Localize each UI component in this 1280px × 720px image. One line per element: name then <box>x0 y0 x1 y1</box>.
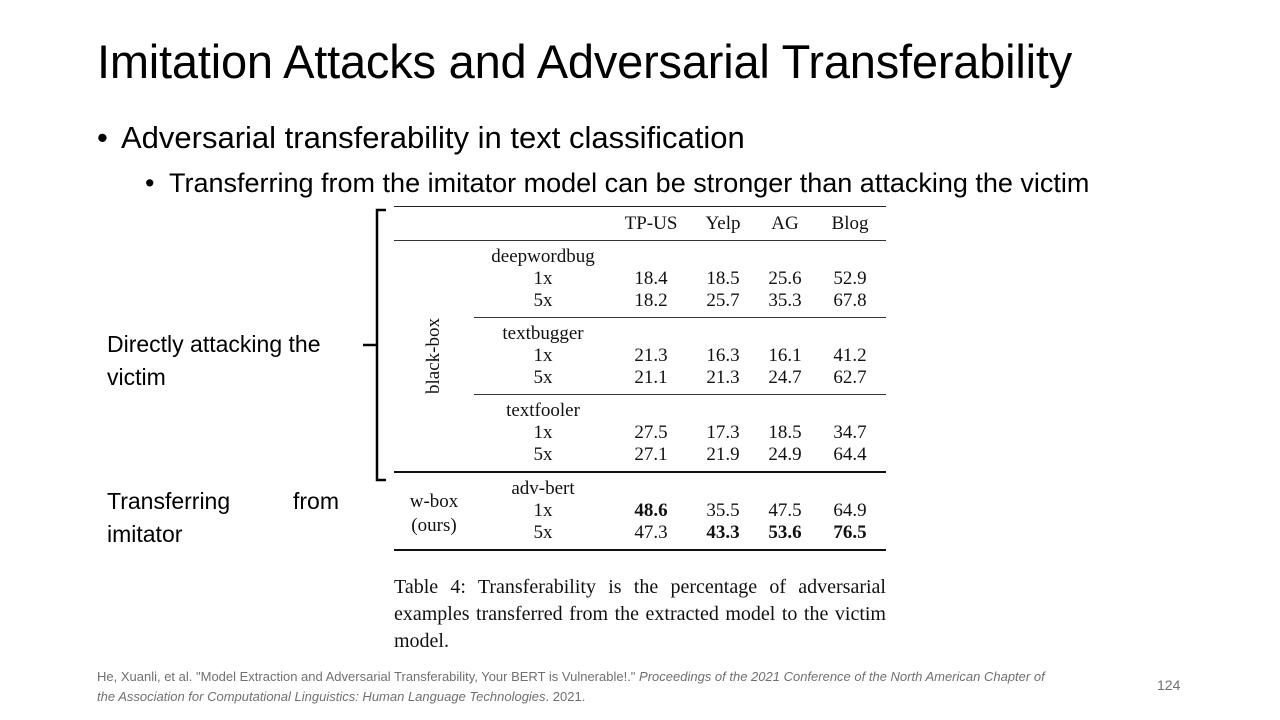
citation-authors: He, Xuanli, et al. <box>97 669 196 684</box>
multiplier: 5x <box>533 444 553 465</box>
table-cell: 18.5 <box>706 268 740 289</box>
results-table: TP-US Yelp AG Blog black-box deepwordbug… <box>394 206 886 551</box>
table-cell: 27.5 <box>634 422 668 443</box>
column-header: Blog <box>831 212 869 234</box>
table-row: 5x 18.2 25.7 35.3 67.8 <box>394 290 886 318</box>
table-cell: 64.4 <box>833 444 867 465</box>
table-caption: Table 4: Transferability is the percenta… <box>394 576 886 652</box>
table-cell-best: 53.6 <box>768 522 802 543</box>
w-box-sublabel: (ours) <box>411 514 457 536</box>
page-number: 124 <box>1157 677 1181 693</box>
bullet-level-2: • Transferring from the imitator model c… <box>145 167 1181 200</box>
table-cell: 67.8 <box>833 290 867 311</box>
table-cell: 17.3 <box>706 422 740 443</box>
label-transferring-from-imitator: Transferring from imitator <box>107 488 339 547</box>
method-name: textfooler <box>506 400 580 421</box>
column-header: Yelp <box>705 212 741 234</box>
multiplier: 5x <box>533 367 553 388</box>
citation-venue: Proceedings of the 2021 Conference of th… <box>97 669 1045 704</box>
table-row: 5x 47.3 43.3 53.6 76.5 <box>394 522 886 550</box>
column-header: TP-US <box>624 212 678 234</box>
table-cell: 16.1 <box>768 345 802 366</box>
method-name: adv-bert <box>511 478 575 499</box>
table-cell: 21.3 <box>634 345 668 366</box>
column-header: AG <box>771 212 799 234</box>
table-cell: 24.9 <box>768 444 802 465</box>
table-cell: 21.1 <box>634 367 668 388</box>
table-cell: 52.9 <box>833 268 867 289</box>
table-cell-best: 76.5 <box>833 522 867 543</box>
bullet-level-1: • Adversarial transferability in text cla… <box>97 120 745 156</box>
table-cell: 18.2 <box>634 290 668 311</box>
table-cell: 35.5 <box>706 500 740 521</box>
table-cell: 21.9 <box>706 444 740 465</box>
table-cell: 24.7 <box>768 367 802 388</box>
table-row: 5x 27.1 21.9 24.9 64.4 <box>394 444 886 472</box>
table-cell: 21.3 <box>706 367 740 388</box>
table-cell: 25.7 <box>706 290 740 311</box>
table-cell: 18.5 <box>768 422 802 443</box>
multiplier: 5x <box>533 522 553 543</box>
black-box-label: black-box <box>423 318 444 394</box>
table-cell: 18.4 <box>634 268 668 289</box>
method-name: textbugger <box>502 323 584 344</box>
bullet-level-2-text: Transferring from the imitator model can… <box>169 168 1090 198</box>
table-cell: 41.2 <box>833 345 867 366</box>
table-row: 1x 48.6 35.5 47.5 64.9 <box>394 500 886 522</box>
table-cell: 62.7 <box>833 367 867 388</box>
label-directly-attacking: Directly attacking the victim <box>107 331 321 390</box>
table-cell: 34.7 <box>833 422 867 443</box>
bullet-dot: • <box>97 120 108 155</box>
multiplier: 1x <box>533 500 553 521</box>
bullet-dot: • <box>145 168 155 198</box>
citation-year: . 2021. <box>545 689 586 704</box>
bracket-icon <box>363 208 386 482</box>
multiplier: 1x <box>533 422 553 443</box>
table-cell: 35.3 <box>768 290 802 311</box>
multiplier: 5x <box>533 290 553 311</box>
citation-title: "Model Extraction and Adversarial Transf… <box>196 669 640 684</box>
table-row: 1x 27.5 17.3 18.5 34.7 <box>394 422 886 444</box>
table-cell-best: 43.3 <box>706 522 740 543</box>
multiplier: 1x <box>533 268 553 289</box>
table-row: 1x 21.3 16.3 16.1 41.2 <box>394 345 886 367</box>
citation: He, Xuanli, et al. "Model Extraction and… <box>97 667 1057 707</box>
table-cell-best: 48.6 <box>634 500 668 521</box>
method-name: deepwordbug <box>491 246 595 267</box>
bullet-level-1-text: Adversarial transferability in text clas… <box>121 120 745 155</box>
table-cell: 25.6 <box>768 268 802 289</box>
table-cell: 47.3 <box>634 522 668 543</box>
multiplier: 1x <box>533 345 553 366</box>
w-box-group: w-box (ours) <box>394 472 474 550</box>
table-cell: 27.1 <box>634 444 668 465</box>
table-row: 5x 21.1 21.3 24.7 62.7 <box>394 367 886 395</box>
table-row: 1x 18.4 18.5 25.6 52.9 <box>394 268 886 290</box>
table-cell: 47.5 <box>768 500 802 521</box>
w-box-label: w-box <box>409 490 459 512</box>
black-box-group: black-box <box>394 241 474 473</box>
table-cell: 64.9 <box>833 500 867 521</box>
table-cell: 16.3 <box>706 345 740 366</box>
slide-title: Imitation Attacks and Adversarial Transf… <box>97 35 1073 88</box>
